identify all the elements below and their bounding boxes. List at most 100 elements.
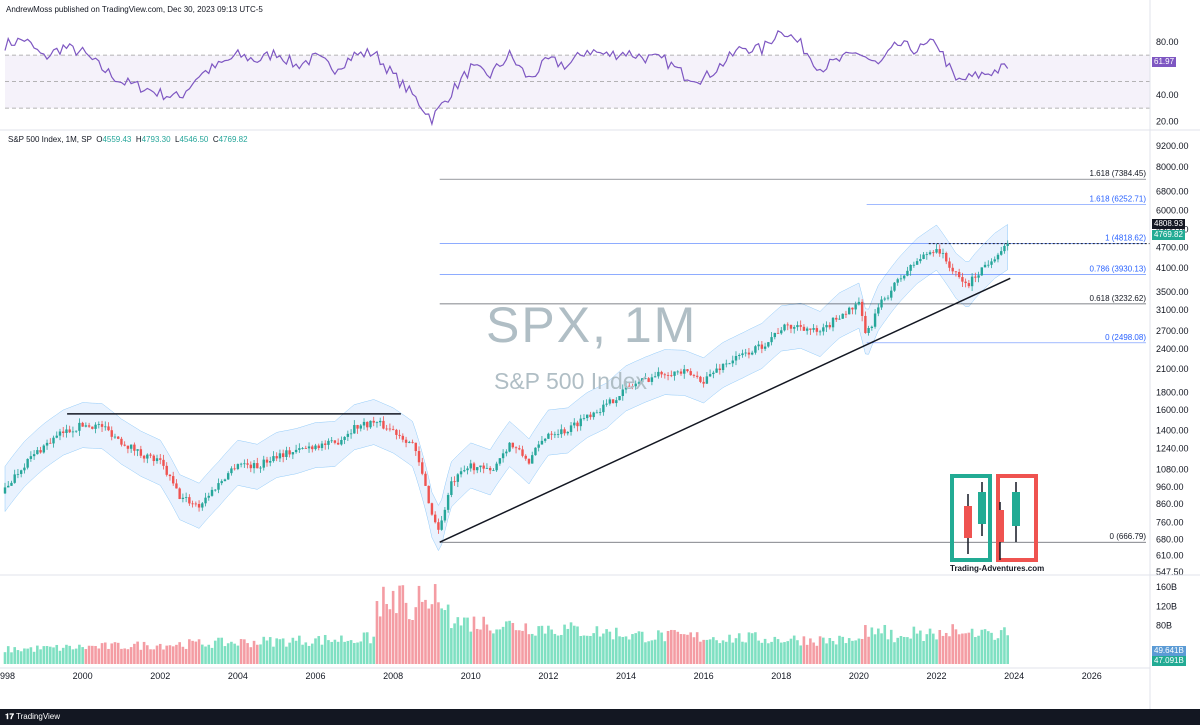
candle-body — [793, 327, 796, 329]
candle-body — [673, 371, 676, 376]
volume-bar — [113, 642, 117, 664]
volume-bar — [514, 630, 518, 664]
candle-body — [421, 462, 424, 474]
volume-bar — [265, 640, 269, 664]
candle-body — [896, 279, 899, 283]
volume-bar — [171, 646, 175, 664]
candle-body — [763, 346, 767, 349]
volume-bar — [644, 642, 647, 664]
volume-bar — [828, 637, 832, 664]
candle-body — [19, 470, 23, 474]
candle-body — [401, 435, 405, 440]
candle-body — [382, 420, 385, 429]
candle-body — [10, 482, 13, 486]
volume-bar — [589, 635, 592, 664]
volume-bar — [708, 639, 712, 664]
candle-body — [1003, 245, 1006, 252]
candle-body — [243, 463, 246, 465]
volume-bar — [327, 640, 330, 664]
candle-body — [269, 461, 272, 463]
volume-bar — [669, 629, 673, 664]
fib-level-label: 1.618 (7384.45) — [1090, 169, 1147, 178]
candle-body — [126, 445, 130, 449]
volume-bar — [750, 633, 754, 664]
candle-body — [893, 282, 896, 291]
candle-body — [317, 445, 320, 449]
price-tick-label: 4700.00 — [1156, 242, 1189, 252]
candle-body — [498, 458, 502, 464]
volume-bar — [459, 625, 463, 664]
price-tick-label: 6000.00 — [1156, 206, 1189, 216]
volume-bar — [724, 641, 728, 664]
candle-body — [702, 381, 705, 384]
volume-bar — [618, 636, 621, 664]
candle-body — [175, 483, 178, 489]
candle-body — [631, 386, 634, 388]
volume-bar — [776, 639, 780, 664]
volume-bar — [925, 634, 929, 664]
candle-body — [980, 267, 984, 276]
volume-bar — [178, 642, 181, 664]
candle-body — [715, 368, 718, 373]
volume-bar — [569, 622, 573, 664]
volume-bar — [1003, 627, 1006, 664]
volume-bar — [375, 601, 379, 664]
volume-bar — [246, 643, 249, 664]
volume-bar — [944, 632, 948, 664]
volume-bar — [285, 646, 288, 664]
watermark-symbol: SPX, 1M — [486, 297, 698, 353]
volume-bar — [466, 617, 469, 664]
volume-bar — [841, 636, 845, 664]
volume-bar — [864, 625, 867, 664]
candle-body — [100, 424, 104, 427]
volume-bar — [673, 630, 676, 664]
volume-bar — [152, 649, 156, 664]
volume-bar — [508, 620, 511, 664]
candle-body — [828, 325, 831, 328]
volume-bar — [165, 645, 169, 664]
legend-close-label: C — [212, 135, 219, 144]
price-tick-label: 2100.00 — [1156, 364, 1189, 374]
volume-bar — [398, 585, 401, 664]
candle-body — [660, 371, 663, 375]
candle-body — [877, 307, 880, 314]
volume-bar — [369, 643, 372, 664]
candle-body — [191, 503, 194, 505]
volume-bar — [353, 642, 356, 664]
candle-body — [725, 363, 728, 365]
candle-body — [404, 439, 408, 443]
candle-body — [188, 497, 191, 504]
volume-bar — [576, 626, 579, 664]
volume-bar — [123, 648, 126, 664]
candle-body — [430, 503, 434, 515]
candle-body — [786, 324, 789, 326]
volume-tick-label: 160B — [1156, 582, 1177, 592]
candle-body — [699, 376, 702, 382]
tradingview-logo-icon: 𝟏𝟕 — [5, 712, 14, 721]
candle-body — [550, 433, 553, 435]
candle-body — [890, 290, 893, 298]
volume-bar — [362, 632, 366, 664]
candle-body — [744, 352, 747, 354]
candle-body — [524, 455, 527, 459]
volume-bar — [582, 635, 586, 664]
volume-bar — [611, 639, 615, 664]
volume-bar — [660, 632, 663, 664]
volume-bar — [184, 648, 188, 664]
candle-body — [708, 374, 712, 377]
volume-tick-label: 120B — [1156, 601, 1177, 611]
candle-body — [560, 429, 563, 435]
volume-bar — [32, 651, 36, 664]
price-panel: 1.618 (7384.45) 1.618 (6252.71) 1 (4818.62… — [3, 141, 1189, 577]
candle-body — [967, 283, 971, 287]
volume-bar — [854, 640, 857, 664]
candle-body — [71, 431, 75, 433]
candle-body — [378, 420, 382, 423]
volume-bar — [783, 642, 786, 664]
candle-body — [32, 454, 36, 457]
volume-bar — [136, 641, 139, 664]
volume-bar — [388, 609, 392, 664]
volume-bar — [686, 634, 689, 664]
candle-body — [586, 414, 589, 419]
candle-body — [327, 440, 330, 445]
